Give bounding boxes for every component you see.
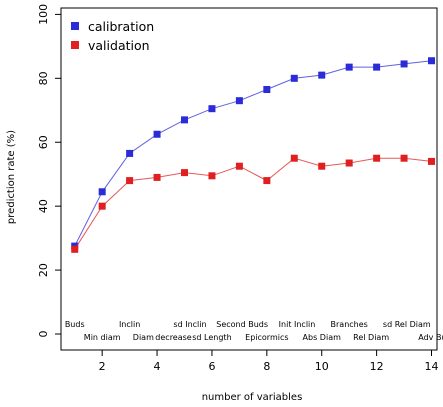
data-point-calibration bbox=[318, 71, 326, 79]
x-tick-label: 6 bbox=[208, 360, 215, 373]
variable-label: Min diam bbox=[84, 333, 121, 342]
variable-label: Abs Diam bbox=[303, 333, 342, 342]
axes: 2 4 6 8 10 12 14 0 20 40 60 80 100 bbox=[37, 4, 439, 373]
plot-frame bbox=[60, 7, 438, 351]
data-point-validation bbox=[71, 245, 79, 253]
data-point-calibration bbox=[400, 60, 408, 68]
x-tick-label: 8 bbox=[263, 360, 270, 373]
data-point-calibration bbox=[98, 188, 106, 196]
data-point-validation bbox=[345, 159, 353, 167]
variable-label: Branches bbox=[331, 320, 368, 329]
legend-label-validation: validation bbox=[88, 38, 150, 53]
variable-label: Diam bbox=[133, 333, 154, 342]
data-point-calibration bbox=[345, 63, 353, 71]
variable-label: sd Inclin bbox=[173, 320, 206, 329]
y-tick-label: 0 bbox=[37, 331, 50, 338]
data-point-validation bbox=[153, 173, 161, 181]
data-point-calibration bbox=[181, 116, 189, 124]
x-tick-label: 2 bbox=[99, 360, 106, 373]
plot-area bbox=[71, 57, 436, 253]
variable-label: sd Rel Diam bbox=[383, 320, 431, 329]
y-tick-label: 40 bbox=[37, 199, 50, 213]
data-point-validation bbox=[400, 154, 408, 162]
variable-label: Buds bbox=[65, 320, 85, 329]
data-point-validation bbox=[263, 177, 271, 185]
data-point-validation bbox=[318, 162, 326, 170]
legend-marker-calibration bbox=[71, 22, 79, 30]
data-point-validation bbox=[98, 202, 106, 210]
legend-label-calibration: calibration bbox=[88, 19, 154, 34]
variable-label: Rel Diam bbox=[353, 333, 389, 342]
y-axis-title: prediction rate (%) bbox=[6, 130, 17, 224]
x-axis-title: number of variables bbox=[202, 392, 303, 403]
data-point-calibration bbox=[126, 149, 134, 157]
data-point-validation bbox=[235, 162, 243, 170]
data-point-calibration bbox=[153, 130, 161, 138]
data-point-calibration bbox=[235, 97, 243, 105]
variable-label: Inclin bbox=[119, 320, 140, 329]
data-point-validation bbox=[290, 154, 298, 162]
y-tick-label: 60 bbox=[37, 135, 50, 149]
x-tick-label: 12 bbox=[370, 360, 384, 373]
variable-label: Adv Buds bbox=[418, 333, 443, 342]
variable-label: sd Length bbox=[192, 333, 231, 342]
data-point-calibration bbox=[208, 105, 216, 113]
data-point-validation bbox=[208, 172, 216, 180]
variable-label: Init Inclin bbox=[279, 320, 316, 329]
data-point-validation bbox=[126, 177, 134, 185]
variable-labels: Buds Min diam Inclin Diam decrease sd Inclin s… bbox=[65, 320, 443, 342]
legend: calibration validation bbox=[71, 19, 154, 53]
legend-marker-validation bbox=[71, 41, 79, 49]
series-line-validation bbox=[74, 157, 432, 250]
variable-label: Second Buds bbox=[216, 320, 268, 329]
variable-label: decrease bbox=[155, 333, 192, 342]
x-tick-label: 4 bbox=[154, 360, 161, 373]
y-tick-label: 100 bbox=[37, 4, 50, 25]
x-tick-label: 10 bbox=[315, 360, 329, 373]
y-tick-label: 80 bbox=[37, 71, 50, 85]
x-tick-label: 14 bbox=[425, 360, 439, 373]
data-point-calibration bbox=[263, 86, 271, 94]
data-point-validation bbox=[373, 154, 381, 162]
data-point-calibration bbox=[290, 74, 298, 82]
series-line-calibration bbox=[74, 60, 432, 247]
data-point-calibration bbox=[373, 63, 381, 71]
data-point-validation bbox=[428, 157, 436, 165]
variable-label: Epicormics bbox=[245, 333, 288, 342]
data-point-calibration bbox=[428, 57, 436, 65]
data-point-validation bbox=[181, 169, 189, 177]
y-tick-label: 20 bbox=[37, 263, 50, 277]
